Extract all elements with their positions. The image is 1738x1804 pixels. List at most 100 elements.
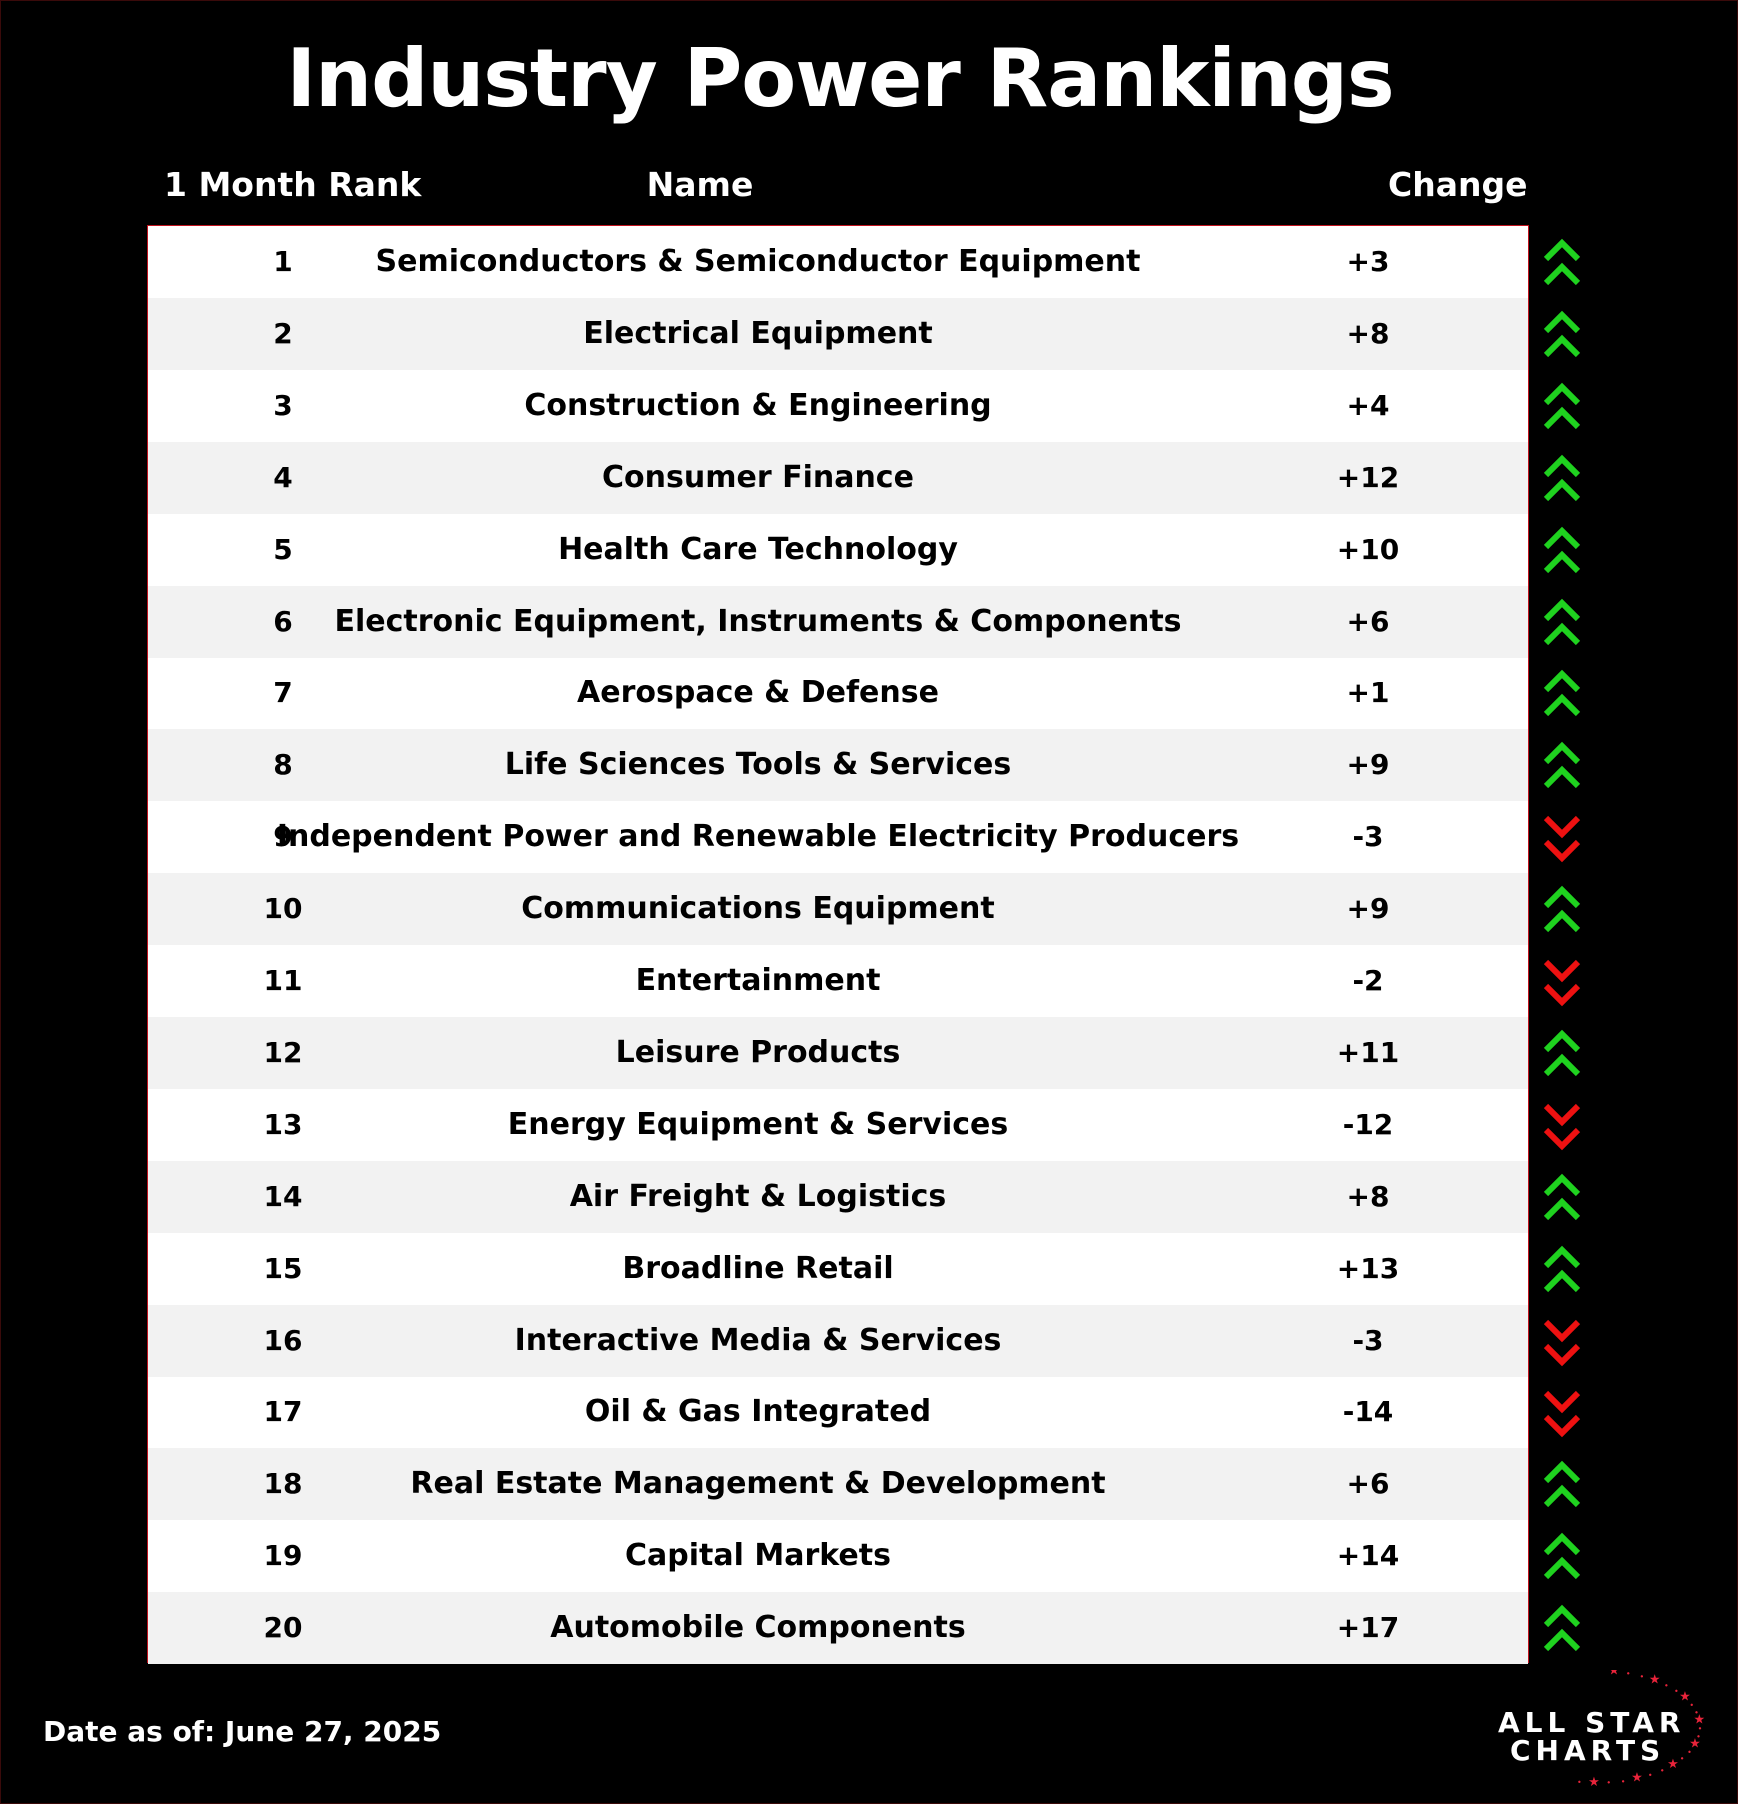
row-change: +1 — [1346, 676, 1390, 710]
star-icon: ★ — [1588, 1775, 1600, 1790]
row-change: +6 — [1346, 1467, 1390, 1501]
double-chevron-up-icon — [1543, 1532, 1581, 1580]
row-rank: 6 — [273, 604, 293, 638]
table-row: 4 Consumer Finance +12 — [148, 441, 1528, 514]
row-rank: 15 — [263, 1251, 303, 1285]
table-row: 1 Semiconductors & Semiconductor Equipmen… — [148, 226, 1528, 298]
change-arrows-column — [1540, 225, 1584, 1665]
table-row: 5 Health Care Technology +10 — [148, 514, 1528, 586]
row-rank: 19 — [263, 1539, 303, 1573]
double-chevron-up-icon — [1543, 885, 1581, 933]
table-row: 11 Entertainment -2 — [148, 945, 1528, 1017]
row-change: +13 — [1336, 1251, 1400, 1285]
row-name: Aerospace & Defense — [577, 675, 939, 711]
double-chevron-up-icon — [1543, 1604, 1581, 1652]
double-chevron-down-icon — [1543, 1391, 1581, 1438]
row-change: -3 — [1352, 1323, 1384, 1357]
row-name: Life Sciences Tools & Services — [504, 747, 1012, 783]
row-change: -14 — [1342, 1395, 1394, 1429]
row-rank: 18 — [263, 1467, 303, 1501]
table-row: 9 Independent Power and Renewable Electri… — [148, 801, 1528, 873]
table-row: 3 Construction & Engineering +4 — [148, 370, 1528, 442]
row-change: -12 — [1342, 1107, 1394, 1141]
table-row: 2 Electrical Equipment +8 — [148, 297, 1528, 370]
table-row: 14 Air Freight & Logistics +8 — [148, 1160, 1528, 1233]
row-name: Electronic Equipment, Instruments & Comp… — [334, 603, 1182, 639]
row-rank: 1 — [273, 245, 293, 278]
row-change: +3 — [1346, 245, 1390, 278]
double-chevron-up-icon — [1543, 382, 1581, 429]
row-rank: 10 — [263, 892, 303, 926]
star-icon: • — [1698, 1725, 1703, 1734]
row-rank: 4 — [273, 460, 293, 494]
double-chevron-up-icon — [1543, 1245, 1581, 1292]
star-icon: ★ — [1631, 1771, 1643, 1786]
row-name: Broadline Retail — [622, 1250, 894, 1286]
row-name: Oil & Gas Integrated — [584, 1394, 932, 1430]
row-change: +17 — [1336, 1611, 1400, 1645]
star-icon: • — [1687, 1748, 1692, 1757]
row-rank: 3 — [273, 388, 293, 422]
row-rank: 12 — [263, 1035, 303, 1069]
row-rank: 5 — [273, 532, 293, 566]
row-name: Energy Equipment & Services — [507, 1106, 1009, 1142]
header-change: Change — [1388, 165, 1528, 204]
row-rank: 20 — [263, 1611, 303, 1645]
logo-line-1: ALL STAR — [1498, 1706, 1686, 1739]
row-change: -3 — [1352, 820, 1384, 854]
table-row: 15 Broadline Retail +13 — [148, 1233, 1528, 1305]
row-name: Entertainment — [635, 963, 881, 998]
star-icon: • — [1577, 1778, 1582, 1787]
double-chevron-up-icon — [1543, 1173, 1581, 1220]
double-chevron-up-icon — [1543, 454, 1581, 501]
row-rank: 2 — [273, 316, 293, 350]
date-label: Date as of: June 27, 2025 — [43, 1715, 442, 1748]
star-icon: • — [1640, 1673, 1645, 1682]
double-chevron-up-icon — [1543, 238, 1581, 286]
all-star-charts-logo: ★ • • ★ • • ★ • • ★ • • ★ • • ★ • • ★ • • ★ • ALL STAR CHARTS — [1480, 1670, 1710, 1790]
table-row: 12 Leisure Products +11 — [148, 1016, 1528, 1089]
row-change: +12 — [1336, 460, 1400, 494]
star-icon: ★ — [1608, 1670, 1620, 1679]
page-title: Industry Power Rankings — [286, 32, 1394, 125]
row-name: Semiconductors & Semiconductor Equipment — [375, 244, 1141, 279]
star-icon: • — [1660, 1767, 1665, 1776]
row-change: -2 — [1352, 964, 1384, 997]
row-name: Construction & Engineering — [524, 387, 992, 423]
table-row: 19 Capital Markets +14 — [148, 1520, 1528, 1592]
row-name: Air Freight & Logistics — [569, 1178, 947, 1214]
star-icon: • — [1626, 1670, 1631, 1679]
logo-star-ring-icon: ★ • • ★ •• ★••★••★••★••★••★• — [1577, 1670, 1705, 1790]
table-row: 18 Real Estate Management & Development +6 — [148, 1448, 1528, 1521]
row-rank: 11 — [263, 964, 303, 997]
row-change: +10 — [1336, 532, 1400, 566]
star-icon: • — [1680, 1755, 1685, 1764]
star-icon: • — [1621, 1777, 1626, 1786]
row-name: Automobile Components — [550, 1610, 966, 1646]
double-chevron-up-icon — [1543, 742, 1581, 789]
table-row: 20 Automobile Components +17 — [148, 1592, 1528, 1665]
table-header: 1 Month Rank Name Change — [148, 165, 1528, 225]
row-change: +9 — [1346, 892, 1390, 926]
star-icon: ★ — [1689, 1736, 1701, 1751]
row-change: +14 — [1336, 1539, 1400, 1573]
row-change: +8 — [1346, 1179, 1390, 1213]
row-name: Real Estate Management & Development — [410, 1466, 1106, 1502]
star-icon: • — [1648, 1771, 1653, 1780]
table-row: 10 Communications Equipment +9 — [148, 873, 1528, 946]
double-chevron-up-icon — [1543, 310, 1581, 358]
row-change: +4 — [1346, 388, 1390, 422]
table-row: 16 Interactive Media & Services -3 — [148, 1304, 1528, 1377]
row-name: Consumer Finance — [602, 459, 914, 495]
logo-line-2: CHARTS — [1510, 1734, 1666, 1767]
row-rank: 8 — [273, 748, 293, 782]
double-chevron-down-icon — [1543, 1319, 1581, 1366]
row-rank: 17 — [263, 1395, 303, 1429]
double-chevron-up-icon — [1543, 1029, 1581, 1077]
double-chevron-up-icon — [1543, 670, 1581, 717]
star-icon: ★ — [1693, 1712, 1705, 1727]
row-rank: 14 — [263, 1179, 303, 1213]
rankings-table: 1 Semiconductors & Semiconductor Equipmen… — [147, 225, 1529, 1665]
star-icon: • — [1696, 1733, 1701, 1742]
header-name: Name — [646, 165, 754, 204]
